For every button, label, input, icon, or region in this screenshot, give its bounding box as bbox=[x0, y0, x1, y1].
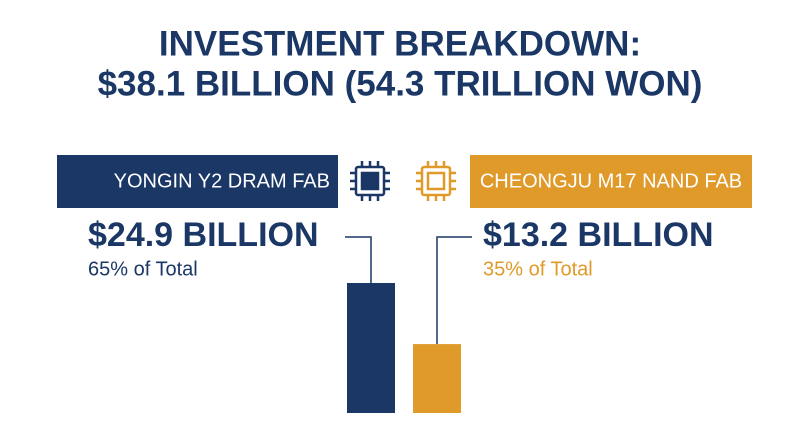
category-banner bbox=[470, 155, 752, 208]
value-label: $24.9 BILLION bbox=[88, 216, 319, 254]
category-banner bbox=[57, 155, 338, 208]
category-label: CHEONGJU M17 NAND FAB bbox=[480, 170, 742, 192]
value-label: $13.2 BILLION bbox=[483, 216, 714, 254]
bar bbox=[413, 344, 461, 413]
connector-line bbox=[436, 236, 472, 345]
bar bbox=[347, 283, 395, 413]
category-label: YONGIN Y2 DRAM FAB bbox=[114, 170, 330, 192]
share-label: 65% of Total bbox=[88, 258, 198, 280]
chart-title: INVESTMENT BREAKDOWN: bbox=[159, 24, 641, 63]
chart-subtitle: $38.1 BILLION (54.3 TRILLION WON) bbox=[98, 64, 703, 103]
chip-icon bbox=[416, 161, 456, 201]
connector-line bbox=[345, 236, 372, 283]
chip-icon bbox=[350, 161, 390, 201]
share-label: 35% of Total bbox=[483, 258, 593, 280]
